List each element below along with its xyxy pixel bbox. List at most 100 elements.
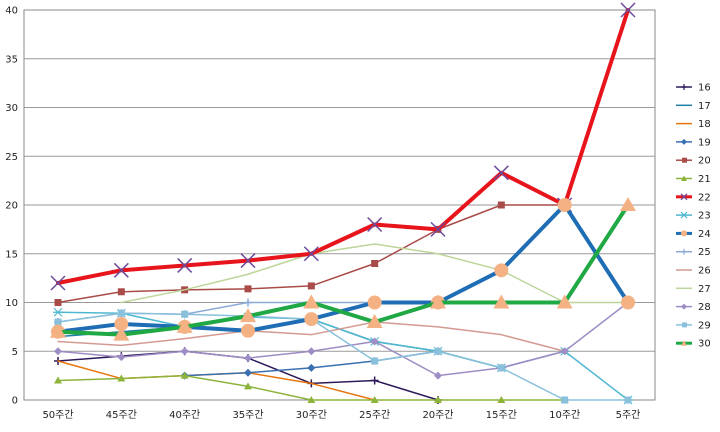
data-point: [180, 371, 189, 379]
data-point: [434, 371, 442, 380]
legend-item-19: 19: [676, 137, 711, 148]
legend-item-30: 30: [676, 339, 711, 350]
series-22: [50, 2, 636, 291]
data-point: [493, 165, 509, 181]
legend-item-26: 26: [676, 266, 711, 277]
legend: 16 17 18 19 20 21 22 23 24 25 26 27 28 29 30: [676, 83, 711, 350]
data-point: [113, 262, 129, 278]
legend-label: 17: [698, 101, 711, 112]
series-line: [120, 243, 629, 304]
data-point: [113, 326, 130, 341]
data-point: [430, 294, 446, 309]
legend-item-21: 21: [676, 174, 711, 185]
data-point: [244, 298, 252, 307]
x-tick-label: 45주간: [106, 409, 137, 421]
data-point: [493, 294, 510, 309]
data-point: [370, 396, 379, 403]
y-tick-label: 5: [12, 347, 18, 358]
y-tick-label: 20: [5, 201, 18, 212]
data-point: [114, 316, 129, 331]
legend-marker: [681, 175, 687, 181]
y-tick-label: 15: [5, 249, 18, 260]
x-tick-label: 25주간: [359, 409, 390, 421]
data-point: [620, 197, 636, 211]
data-point: [244, 285, 252, 293]
x-tick-label: 50주간: [42, 409, 73, 421]
legend-item-28: 28: [676, 302, 711, 313]
data-point: [54, 347, 62, 356]
data-point: [244, 368, 252, 377]
x-tick-label: 30주간: [296, 409, 327, 421]
data-point: [561, 396, 569, 404]
x-tick-label: 35주간: [232, 409, 263, 421]
series-line: [56, 8, 630, 285]
series-27: [120, 243, 629, 304]
legend-marker: [682, 157, 687, 163]
data-point: [241, 323, 255, 338]
data-point: [497, 201, 505, 209]
data-point: [54, 299, 62, 306]
data-point: [54, 376, 62, 384]
data-point: [624, 396, 632, 404]
data-point: [181, 310, 189, 318]
legend-marker: [681, 138, 687, 145]
y-tick-label: 30: [5, 103, 18, 114]
legend-label: 23: [698, 211, 711, 222]
data-point: [557, 198, 572, 212]
data-point: [434, 396, 442, 403]
data-point: [176, 318, 193, 333]
data-point: [244, 382, 252, 390]
legend-label: 19: [698, 137, 711, 148]
x-tick-label: 20주간: [422, 409, 453, 421]
legend-marker: [680, 193, 688, 201]
legend-label: 22: [698, 192, 711, 203]
legend-marker: [681, 230, 687, 237]
x-tick-label: 5주간: [616, 409, 641, 421]
legend-label: 26: [698, 266, 711, 277]
legend-marker: [681, 248, 687, 255]
legend-marker: [681, 84, 687, 90]
data-point: [620, 2, 636, 18]
x-tick-label: 40주간: [169, 409, 200, 421]
data-point: [307, 396, 316, 403]
data-point: [54, 318, 62, 326]
series-line: [57, 321, 566, 352]
data-point: [366, 314, 383, 328]
legend-item-20: 20: [676, 156, 711, 167]
legend-label: 16: [698, 83, 711, 94]
legend-marker: [680, 211, 688, 219]
data-point: [117, 288, 125, 296]
y-tick-label: 10: [5, 298, 18, 309]
legend-item-23: 23: [676, 211, 711, 222]
x-axis-ticks: 50주간 45주간 40주간 35주간 30주간 25주간 20주간 15주간 10주간 5주간: [42, 409, 640, 421]
data-point: [621, 295, 635, 310]
series-line: [56, 203, 630, 337]
data-point: [53, 307, 63, 317]
data-point: [240, 253, 256, 269]
series-26: [57, 321, 566, 352]
legend-label: 30: [698, 339, 711, 350]
legend-marker: [681, 340, 687, 346]
data-point: [370, 376, 379, 385]
data-point: [180, 347, 189, 356]
x-tick-label: 15주간: [486, 409, 517, 421]
legend-item-24: 24: [676, 229, 711, 240]
data-point: [304, 312, 319, 327]
data-point: [560, 347, 569, 356]
data-point: [370, 337, 379, 346]
data-point: [556, 294, 573, 309]
data-point: [367, 216, 383, 233]
series-30: [50, 197, 636, 341]
data-point: [430, 221, 446, 237]
legend-item-16: 16: [676, 83, 711, 94]
legend-label: 29: [698, 320, 711, 331]
data-point: [497, 396, 506, 403]
data-point: [117, 309, 125, 317]
data-point: [244, 354, 252, 363]
legend-label: 18: [698, 119, 711, 130]
legend-item-29: 29: [676, 320, 711, 331]
legend-item-17: 17: [676, 101, 711, 112]
data-point: [50, 323, 66, 338]
legend-label: 28: [698, 302, 711, 313]
